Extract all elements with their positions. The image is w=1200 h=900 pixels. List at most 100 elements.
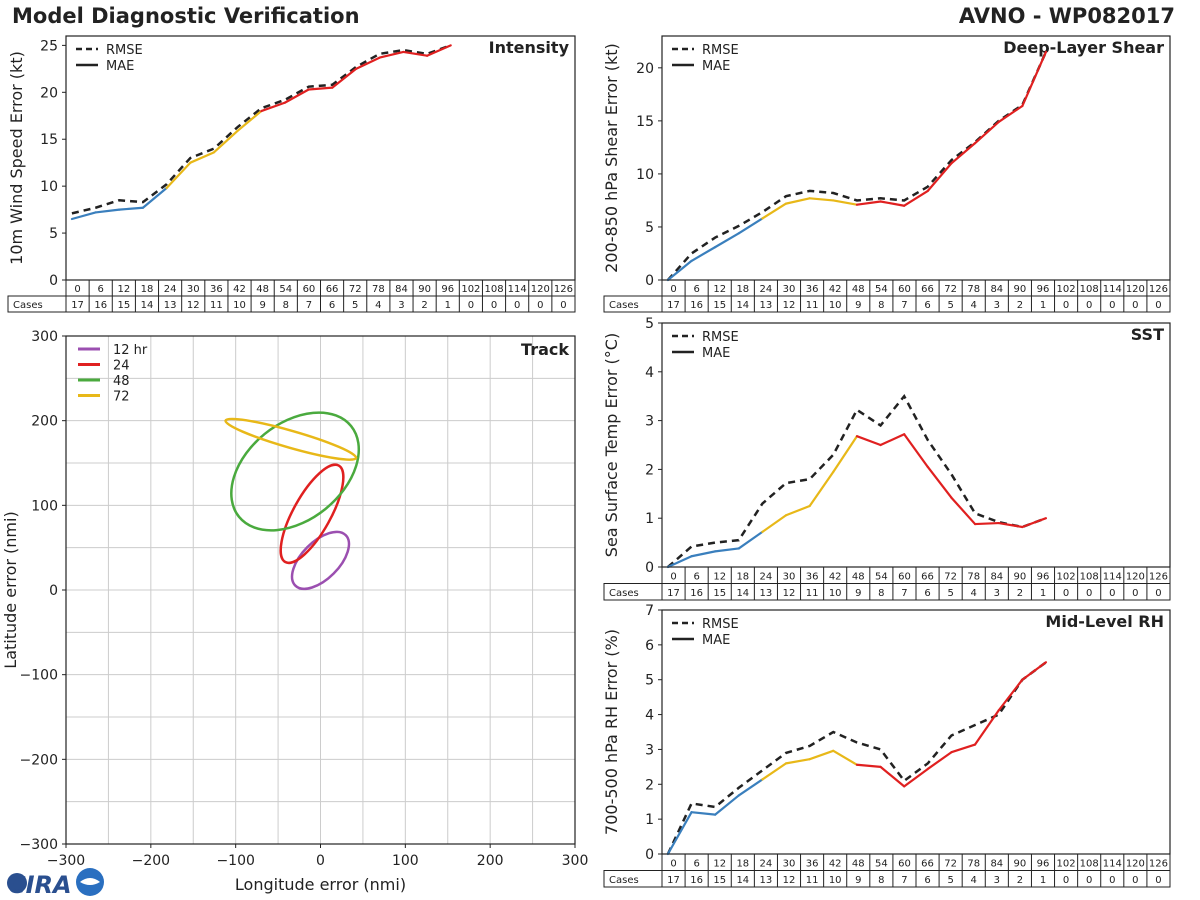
track-ytick-label: −300: [20, 837, 58, 853]
intensity-ytick-label: 15: [40, 132, 58, 148]
sst-ylabel: Sea Surface Temp Error (°C): [602, 333, 621, 557]
track-ylabel: Latitude error (nmi): [1, 511, 20, 668]
shear-mae-segment: [832, 199, 859, 206]
shear-case-count: 2: [1017, 300, 1023, 311]
intensity-hour-label: 42: [233, 284, 246, 295]
rh-case-count: 0: [1063, 875, 1069, 886]
shear-case-count: 6: [924, 300, 930, 311]
sst-mae-segment: [926, 465, 953, 499]
intensity-mae-segment: [425, 44, 452, 57]
sst-ytick-label: 5: [645, 316, 654, 332]
intensity-mae-segment: [331, 67, 358, 89]
sst-case-count: 4: [971, 588, 977, 599]
shear-hour-label: 126: [1149, 284, 1168, 295]
rh-case-count: 4: [971, 875, 977, 886]
rh-case-count: 5: [947, 875, 953, 886]
rh-case-count: 13: [760, 875, 773, 886]
sst-hour-label: 96: [1037, 571, 1050, 582]
shear-mae-segment: [926, 162, 953, 192]
rh-case-count: 1: [1040, 875, 1046, 886]
shear-case-count: 5: [947, 300, 953, 311]
rh-cases-label: Cases: [609, 875, 639, 886]
rh-mae-segment: [879, 765, 906, 788]
rh-case-count: 0: [1109, 875, 1115, 886]
sst-hour-label: 114: [1103, 571, 1122, 582]
rh-ytick-label: 5: [645, 673, 654, 689]
rh-mae-segment: [832, 749, 859, 766]
logo-globe-left: [7, 873, 27, 893]
intensity-mae-segment: [402, 50, 429, 57]
shear-case-count: 11: [806, 300, 819, 311]
intensity-mae-segment: [260, 101, 287, 113]
shear-cases-label: Cases: [609, 300, 639, 311]
shear-hour-label: 30: [783, 284, 796, 295]
sst-mae-segment: [950, 496, 977, 526]
intensity-mae-segment: [307, 86, 334, 91]
shear-mae-segment: [950, 142, 977, 165]
rh-mae-segment: [666, 811, 693, 856]
legend-mae-label: MAE: [702, 346, 730, 361]
rh-ytick-label: 0: [645, 847, 654, 863]
intensity-case-count: 6: [329, 300, 335, 311]
shear-hour-label: 54: [875, 284, 888, 295]
rh-mae-segment: [903, 767, 929, 788]
rh-hour-label: 126: [1149, 858, 1168, 869]
track-xlabel: Longitude error (nmi): [235, 875, 406, 894]
rh-mae-segment: [1021, 661, 1048, 681]
sst-mae-segment: [903, 433, 929, 469]
sst-hour-label: 36: [806, 571, 819, 582]
sst-hour-label: 48: [852, 571, 865, 582]
sst-mae-segment: [832, 435, 859, 473]
track-legend-label: 48: [113, 374, 130, 389]
track-xtick-label: −200: [132, 853, 170, 869]
shear-case-count: 10: [829, 300, 842, 311]
rh-hour-label: 72: [944, 858, 957, 869]
track-ytick-label: 100: [31, 498, 58, 514]
rh-case-count: 8: [878, 875, 884, 886]
shear-hour-label: 18: [736, 284, 749, 295]
shear-case-count: 3: [994, 300, 1000, 311]
rh-rmse-line: [666, 661, 1047, 855]
track-ellipse-12-hr: [290, 530, 351, 591]
shear-ytick-label: 5: [645, 220, 654, 236]
sst-title: SST: [1131, 325, 1164, 344]
sst-hour-label: 24: [760, 571, 773, 582]
track-xtick-label: −300: [47, 853, 85, 869]
intensity-mae-segment: [283, 88, 310, 104]
intensity-hour-label: 24: [164, 284, 177, 295]
shear-mae-segment: [761, 202, 788, 220]
sst-hour-label: 6: [693, 571, 699, 582]
sst-case-count: 5: [947, 588, 953, 599]
sst-case-count: 15: [713, 588, 726, 599]
rh-hour-label: 114: [1103, 858, 1122, 869]
rh-case-count: 15: [713, 875, 726, 886]
track-ytick-label: −100: [20, 668, 58, 684]
rh-hour-label: 90: [1014, 858, 1027, 869]
sst-mae-segment: [784, 504, 811, 517]
shear-mae-segment: [714, 232, 740, 249]
sst-hour-label: 30: [783, 571, 796, 582]
track-xtick-label: 0: [316, 853, 325, 869]
shear-ylabel: 200-850 hPa Shear Error (kt): [602, 43, 621, 273]
intensity-mae-segment: [94, 208, 121, 214]
intensity-mae-segment: [378, 50, 405, 59]
shear-hour-label: 60: [898, 284, 911, 295]
track-panel: −300 −200 −100 0 100 200 300 −300 −200 −100 0 100 20…: [1, 329, 588, 894]
shear-case-count: 15: [713, 300, 726, 311]
rh-mae-segment: [761, 762, 788, 781]
rh-ytick-label: 1: [645, 812, 654, 828]
legend-mae-label: MAE: [702, 633, 730, 648]
intensity-hour-label: 78: [372, 284, 385, 295]
rh-mae-segment: [926, 751, 953, 771]
sst-mae-segment: [666, 555, 693, 569]
shear-hour-label: 90: [1014, 284, 1027, 295]
sst-case-count: 12: [783, 588, 796, 599]
sst-case-count: 11: [806, 588, 819, 599]
shear-hour-label: 48: [852, 284, 865, 295]
intensity-mae-segment: [141, 186, 168, 209]
intensity-case-count: 0: [560, 300, 566, 311]
sst-case-count: 13: [760, 588, 773, 599]
rh-hour-label: 96: [1037, 858, 1050, 869]
rh-hour-label: 60: [898, 858, 911, 869]
